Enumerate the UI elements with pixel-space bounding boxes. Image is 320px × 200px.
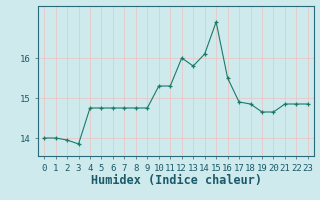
X-axis label: Humidex (Indice chaleur): Humidex (Indice chaleur) xyxy=(91,174,261,187)
